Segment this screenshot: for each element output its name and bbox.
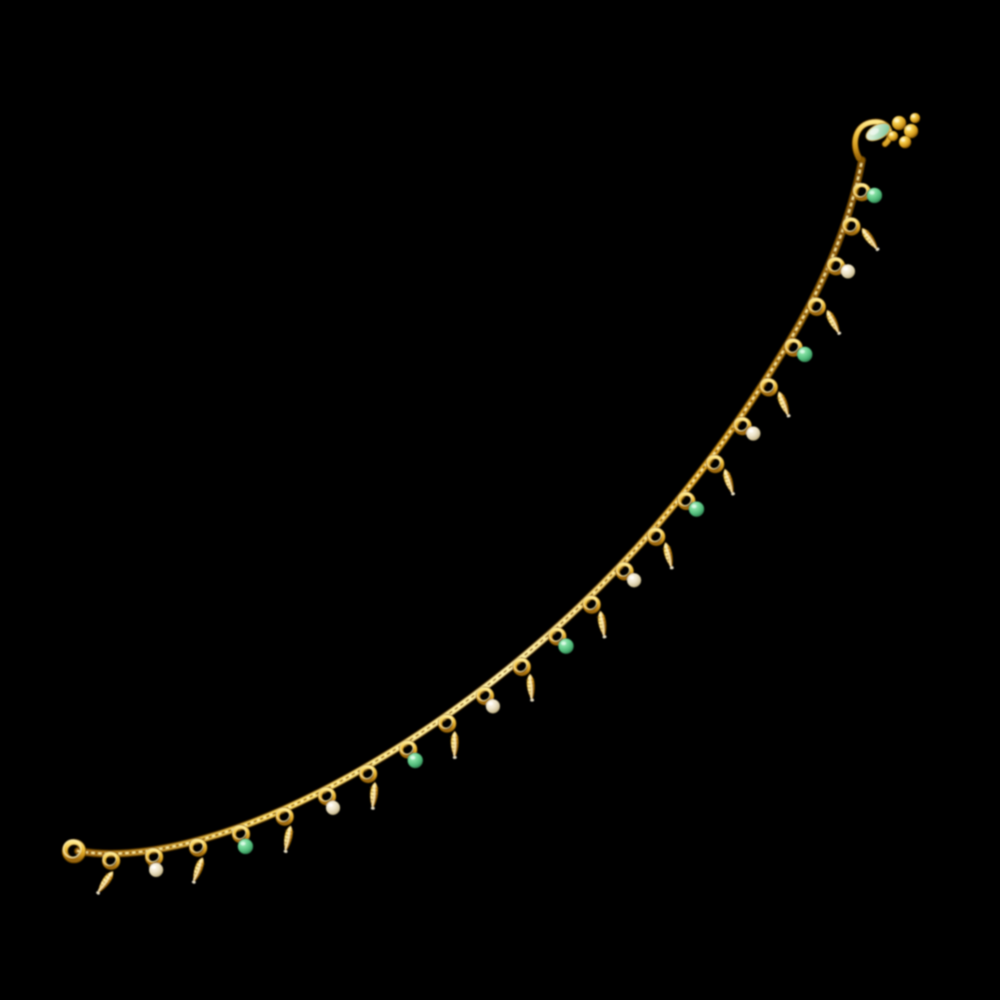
clasp-gold-bead-1 <box>891 115 907 131</box>
pearl-bead <box>746 426 761 441</box>
clasp-gold-bead-5 <box>887 130 899 142</box>
terminal-jump-ring <box>61 838 87 864</box>
green-bead <box>688 501 705 517</box>
clasp-gold-bead-3 <box>898 135 912 149</box>
leaf-charm-body <box>776 391 791 418</box>
leaf-charm-body <box>283 825 294 853</box>
charm-leaf-6 <box>512 657 535 702</box>
charm-green-2 <box>398 740 423 769</box>
charm-leaf-4 <box>358 764 379 810</box>
leaf-charm-body <box>525 673 535 702</box>
leaf-charm-body <box>825 309 842 335</box>
leaf-charm-body <box>662 541 674 570</box>
leaf-charm-body <box>596 610 607 639</box>
charm-pearl-4 <box>615 561 642 588</box>
hook-clasp <box>851 112 921 162</box>
charm-pearl-2 <box>317 786 341 816</box>
leaf-charm-body <box>191 856 205 884</box>
charm-green-4 <box>677 491 705 517</box>
pearl-bead <box>840 264 856 279</box>
charm-pearl-3 <box>475 686 501 714</box>
charm-leaf-10 <box>759 377 791 418</box>
charm-green-6 <box>852 182 883 204</box>
charm-leaf-9 <box>705 454 735 496</box>
charm-pearl-5 <box>733 416 761 441</box>
pearl-bead <box>485 699 501 714</box>
charm-leaf-7 <box>582 595 607 639</box>
clasp-gold-bead-4 <box>909 112 921 124</box>
leaf-charm-body <box>369 781 379 810</box>
charm-green-5 <box>784 338 813 363</box>
leaf-charm-body <box>449 730 460 760</box>
charm-leaf-12 <box>842 217 880 252</box>
charm-leaf-11 <box>807 297 842 335</box>
leaf-charm-body <box>96 870 114 895</box>
charm-pearl-6 <box>826 256 856 279</box>
green-bead <box>237 838 254 855</box>
charm-pearl-1 <box>144 847 164 878</box>
charm-leaf-3 <box>275 807 294 853</box>
green-bead <box>407 752 423 769</box>
charm-leaf-8 <box>646 527 674 570</box>
charm-green-3 <box>548 627 574 654</box>
pearl-bead <box>148 862 164 878</box>
charm-leaf-5 <box>437 714 460 760</box>
charm-layer <box>96 182 883 895</box>
green-bead <box>558 638 574 654</box>
green-bead <box>866 187 883 204</box>
leaf-charm-body <box>721 468 735 496</box>
charm-leaf-2 <box>188 838 208 884</box>
pearl-bead <box>325 800 341 816</box>
leaf-charm-body <box>861 227 880 252</box>
charm-green-1 <box>231 824 254 855</box>
green-bead <box>796 346 813 363</box>
chain <box>74 156 866 858</box>
pearl-bead <box>626 572 642 588</box>
charm-leaf-1 <box>96 851 121 895</box>
